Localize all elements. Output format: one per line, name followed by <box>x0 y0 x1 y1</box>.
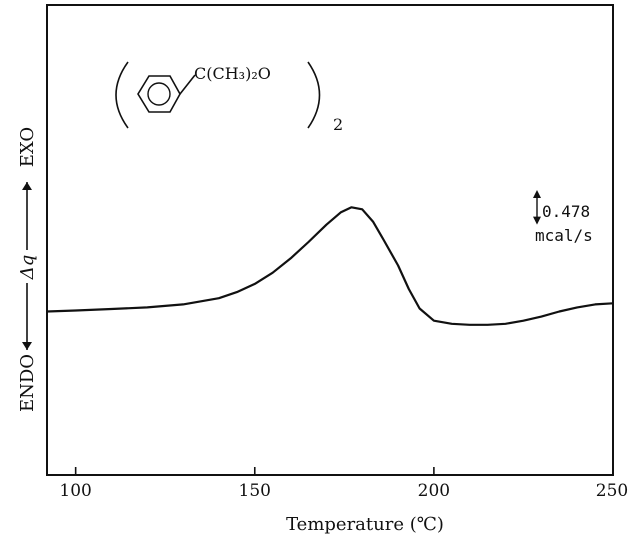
scale-bar-arrow-down <box>533 216 541 225</box>
benzene-ring-icon <box>137 75 181 113</box>
y-arrowhead-right <box>22 182 32 190</box>
scale-bar-value: 0.478 <box>542 202 590 221</box>
y-axis-label: ENDO Δq EXO <box>17 127 38 412</box>
x-axis-ticks: 100 150 200 250 <box>59 467 628 501</box>
formula-subscript: 2 <box>333 115 343 134</box>
benzene-aromatic-circle <box>147 82 171 106</box>
plot-frame <box>46 4 614 476</box>
y-label-exo: EXO <box>17 127 38 167</box>
x-tick-label: 150 <box>239 481 271 501</box>
scale-bar-arrow-up <box>533 190 541 198</box>
dsc-curve <box>46 206 614 326</box>
scale-bar: 0.478 mcal/s <box>533 190 593 245</box>
scale-bar-unit: mcal/s <box>535 226 593 245</box>
right-parenthesis <box>307 61 321 129</box>
y-arrowhead-left <box>22 342 32 350</box>
x-tick-label: 250 <box>596 481 628 501</box>
y-label-endo: ENDO <box>17 354 38 412</box>
left-parenthesis <box>115 61 129 129</box>
y-label-symbol: Δq <box>17 255 38 281</box>
x-tick-label: 200 <box>418 481 450 501</box>
x-tick-label: 100 <box>59 481 91 501</box>
compound-structure: C(CH₃)₂O 2 <box>115 61 343 134</box>
x-axis-label: Temperature (℃) <box>286 514 444 535</box>
substituent-formula: C(CH₃)₂O <box>194 64 271 83</box>
bond-line <box>179 74 196 95</box>
